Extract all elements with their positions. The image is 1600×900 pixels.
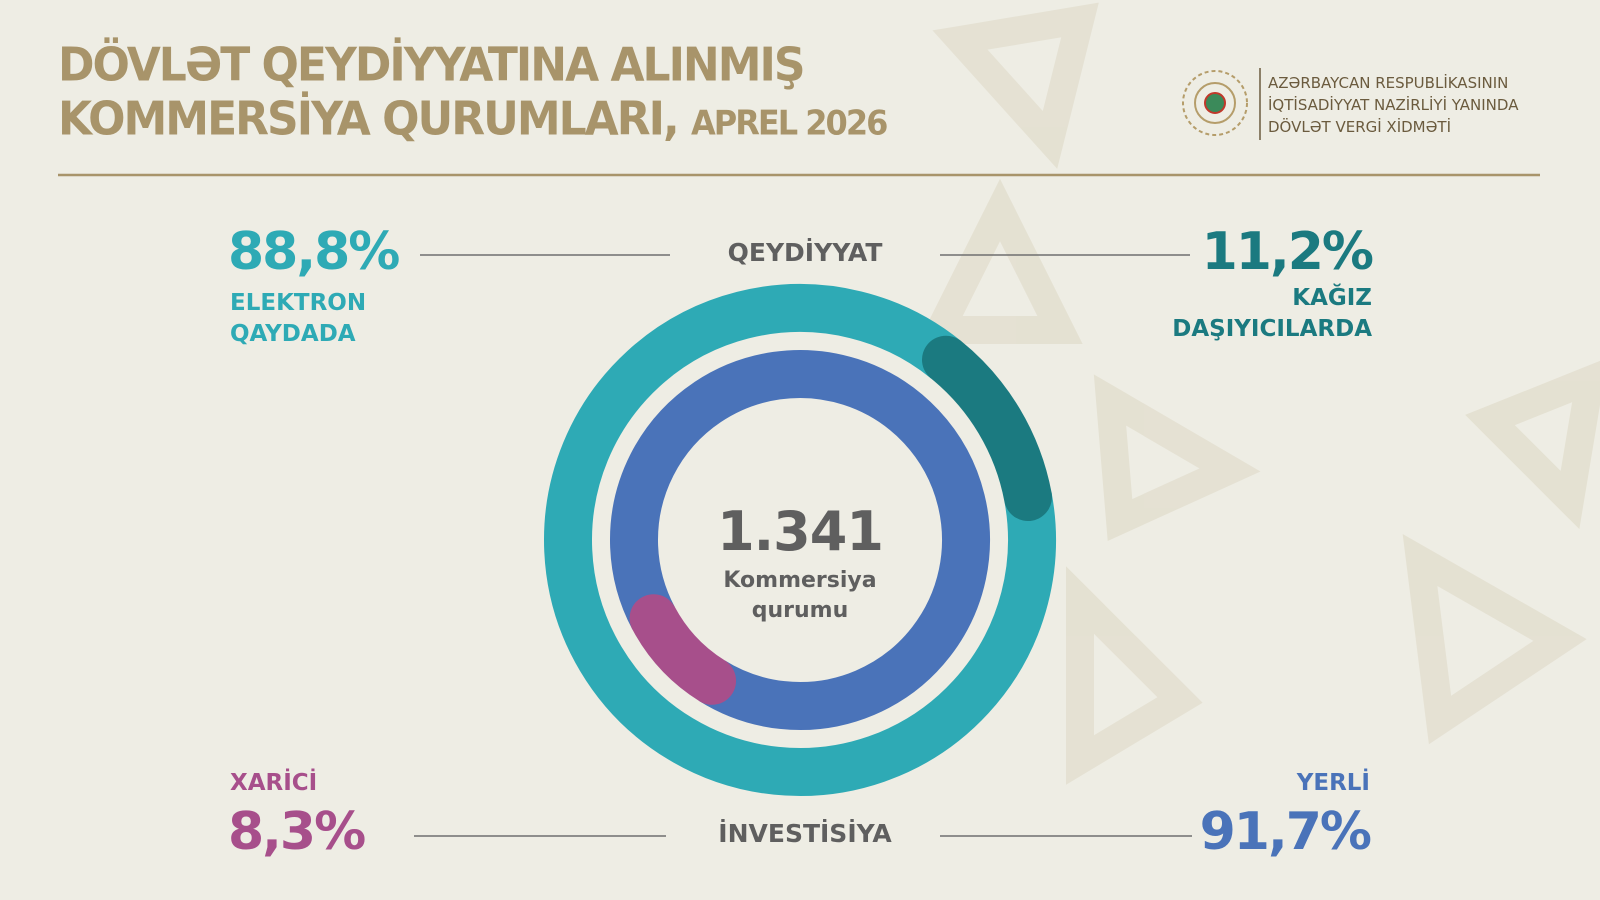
logo-text: AZƏRBAYCAN RESPUBLİKASININ	[1268, 74, 1509, 92]
title: DÖVLƏT QEYDİYYATINA ALINMIŞ	[58, 38, 806, 93]
title: KOMMERSİYA QURUMLARI,	[58, 92, 680, 147]
donut-segment	[610, 350, 990, 730]
subtitle: APREL 2026	[691, 103, 888, 144]
logo-text: İQTİSADİYYAT NAZİRLİYİ YANINDA	[1268, 96, 1519, 114]
category-label: KAĞIZ DAŞIYICILARDA	[1172, 285, 1372, 342]
section-title: İNVESTİSİYA	[718, 819, 892, 848]
background-ornament	[917, 2, 1600, 785]
value-label: 91,7%	[1199, 802, 1372, 862]
value-label: 11,2%	[1201, 222, 1374, 282]
center-total: 1.341	[717, 500, 884, 563]
logo-emblem	[1182, 70, 1248, 136]
section-title: QEYDİYYAT	[727, 238, 883, 267]
value-label: 88,8%	[228, 222, 400, 282]
donut-segment	[629, 594, 737, 705]
category-label: ELEKTRON QAYDADA	[230, 290, 367, 347]
title: KOMMERSİYA QURUMLARI, APREL 2026	[58, 92, 888, 147]
category-label: YERLİ	[1296, 770, 1370, 796]
value-label: 8,3%	[228, 802, 366, 862]
center-label: Kommersiya qurumu	[723, 568, 877, 623]
category-label: XARİCİ	[230, 770, 318, 796]
logo-text: DÖVLƏT VERGİ XİDMƏTİ	[1268, 118, 1452, 136]
donut-segment	[922, 335, 1052, 522]
donut-segment	[544, 284, 1056, 796]
